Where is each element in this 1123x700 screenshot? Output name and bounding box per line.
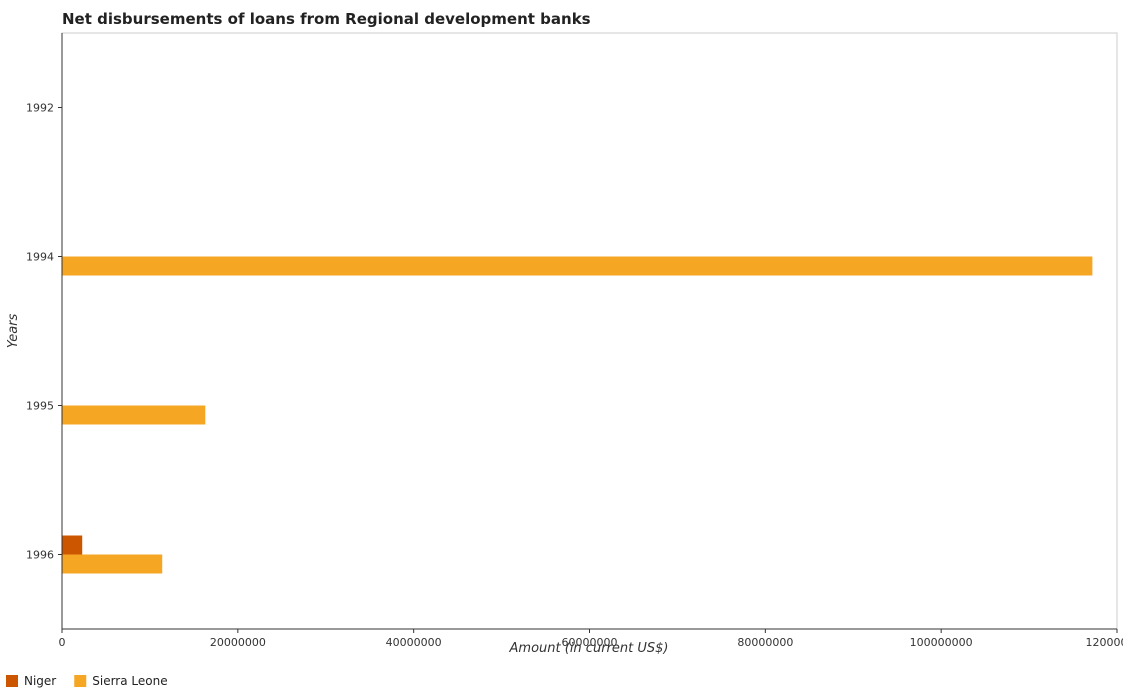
y-tick-label: 1996 xyxy=(26,549,54,562)
y-tick-label: 1995 xyxy=(26,400,54,413)
x-tick-label: 20000000 xyxy=(210,636,266,649)
bar-sierra-leone-1996 xyxy=(62,554,163,574)
legend-label-sierra-leone: Sierra Leone xyxy=(92,674,167,688)
bar-sierra-leone-1995 xyxy=(62,405,206,425)
x-tick-label: 120000000 xyxy=(1086,636,1123,649)
y-tick-label: 1992 xyxy=(26,102,54,115)
y-axis-label: Years xyxy=(6,313,21,348)
legend-swatch-sierra-leone xyxy=(74,675,87,687)
x-tick-label: 100000000 xyxy=(910,636,973,649)
x-tick-label: 80000000 xyxy=(737,636,793,649)
x-axis-label: Amount (in current US$) xyxy=(509,641,669,656)
x-tick-label: 0 xyxy=(59,636,66,649)
x-tick-label: 60000000 xyxy=(562,636,618,649)
x-tick-label: 40000000 xyxy=(386,636,442,649)
plot-area xyxy=(61,32,1118,630)
chart-title: Net disbursements of loans from Regional… xyxy=(62,10,591,28)
bar-sierra-leone-1994 xyxy=(62,256,1093,276)
y-tick-label: 1994 xyxy=(26,251,54,264)
legend-swatch-niger xyxy=(6,675,18,687)
bar-niger-1996 xyxy=(62,535,83,555)
legend-label-niger: Niger xyxy=(24,674,56,688)
